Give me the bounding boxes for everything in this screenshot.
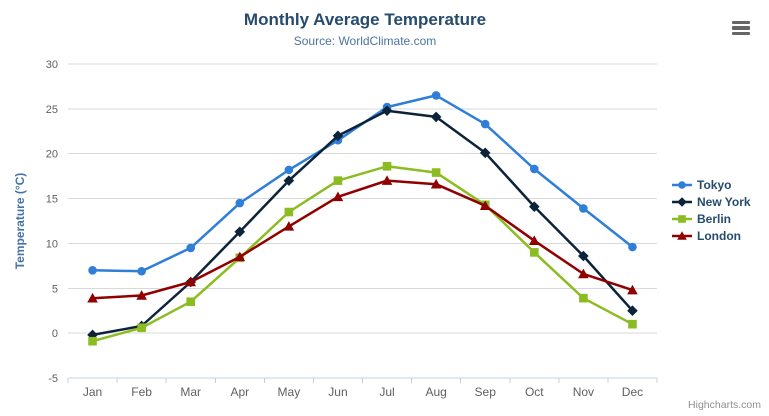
legend-item-label: New York [697, 194, 751, 209]
legend-marker-icon [672, 180, 692, 189]
legend-item-london[interactable]: London [672, 227, 751, 244]
hamburger-icon [732, 26, 750, 30]
legend-marker-icon [672, 196, 692, 207]
svg-text:May: May [278, 385, 301, 399]
hamburger-icon [732, 31, 750, 35]
credits-link[interactable]: Highcharts.com [688, 399, 761, 411]
legend-marker-icon [672, 230, 692, 240]
svg-text:Aug: Aug [425, 385, 446, 399]
legend-item-berlin[interactable]: Berlin [672, 210, 751, 227]
svg-text:Jun: Jun [328, 385, 347, 399]
svg-text:30: 30 [46, 59, 58, 71]
export-menu-button[interactable] [732, 21, 750, 35]
svg-text:Mar: Mar [180, 385, 201, 399]
svg-text:25: 25 [46, 104, 58, 116]
legend-item-label: Tokyo [697, 177, 732, 192]
legend-item-tokyo[interactable]: Tokyo [672, 176, 751, 193]
svg-text:Jul: Jul [379, 385, 394, 399]
svg-text:20: 20 [46, 149, 58, 161]
legend-marker-icon [672, 214, 692, 223]
chart-title: Monthly Average Temperature [243, 10, 487, 29]
chart-subtitle: Source: WorldClimate.com [293, 34, 437, 48]
svg-text:Oct: Oct [525, 385, 544, 399]
svg-text:5: 5 [52, 283, 58, 295]
svg-text:Nov: Nov [573, 385, 594, 399]
svg-text:Feb: Feb [131, 385, 152, 399]
legend: Tokyo New York Berlin London [672, 176, 751, 244]
legend-item-label: London [697, 228, 741, 243]
svg-text:0: 0 [52, 328, 58, 340]
legend-item-label: Berlin [697, 211, 732, 226]
svg-text:Jan: Jan [83, 385, 102, 399]
svg-text:10: 10 [46, 238, 58, 250]
svg-text:Dec: Dec [622, 385, 643, 399]
svg-text:15: 15 [46, 194, 58, 206]
svg-text:-5: -5 [48, 373, 58, 385]
hamburger-icon [732, 21, 750, 25]
svg-text:Temperature (°C): Temperature (°C) [13, 173, 27, 270]
svg-text:Apr: Apr [230, 385, 249, 399]
legend-item-new-york[interactable]: New York [672, 193, 751, 210]
svg-text:Sep: Sep [475, 385, 497, 399]
